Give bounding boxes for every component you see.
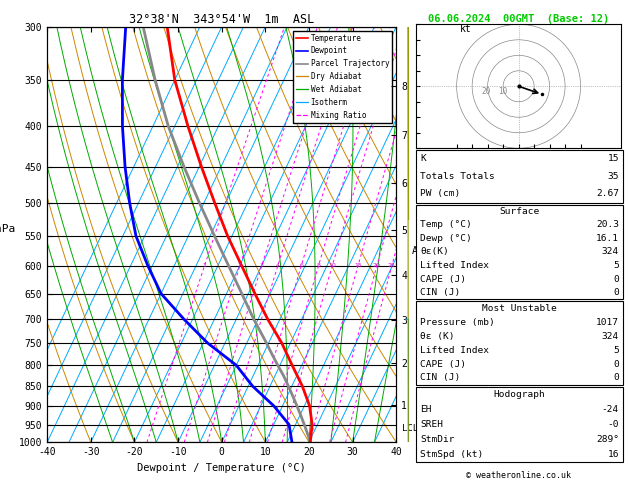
Legend: Temperature, Dewpoint, Parcel Trajectory, Dry Adiabat, Wet Adiabat, Isotherm, Mi: Temperature, Dewpoint, Parcel Trajectory… [293, 31, 392, 122]
Text: 3: 3 [260, 263, 264, 268]
Text: 324: 324 [602, 331, 619, 341]
Text: -0: -0 [608, 420, 619, 429]
Text: 20: 20 [373, 263, 381, 268]
Text: 8: 8 [316, 263, 320, 268]
Text: 0: 0 [613, 360, 619, 368]
Text: K: K [420, 155, 426, 163]
Y-axis label: km
ASL: km ASL [412, 235, 430, 256]
Text: 1: 1 [203, 263, 206, 268]
Text: Dewp (°C): Dewp (°C) [420, 234, 472, 243]
Text: 15: 15 [608, 155, 619, 163]
Text: 6: 6 [299, 263, 303, 268]
Text: Pressure (mb): Pressure (mb) [420, 318, 495, 327]
Text: 16.1: 16.1 [596, 234, 619, 243]
Text: Most Unstable: Most Unstable [482, 304, 557, 313]
Text: 0: 0 [613, 288, 619, 297]
Text: 1017: 1017 [596, 318, 619, 327]
Text: 35: 35 [608, 172, 619, 181]
Text: 289°: 289° [596, 435, 619, 444]
Text: Hodograph: Hodograph [494, 390, 545, 399]
Text: 25: 25 [388, 263, 396, 268]
Text: © weatheronline.co.uk: © weatheronline.co.uk [467, 471, 571, 480]
Text: 15: 15 [354, 263, 362, 268]
Text: 10: 10 [498, 87, 508, 96]
Text: Lifted Index: Lifted Index [420, 261, 489, 270]
Text: 324: 324 [602, 247, 619, 257]
Text: Temp (°C): Temp (°C) [420, 221, 472, 229]
Text: 5: 5 [613, 346, 619, 355]
Text: SREH: SREH [420, 420, 443, 429]
Text: CAPE (J): CAPE (J) [420, 360, 466, 368]
Text: PW (cm): PW (cm) [420, 190, 460, 198]
Text: 4: 4 [276, 263, 280, 268]
Text: -24: -24 [602, 405, 619, 414]
Y-axis label: hPa: hPa [0, 225, 15, 235]
Text: 20: 20 [481, 87, 491, 96]
Text: 2.67: 2.67 [596, 190, 619, 198]
Text: Surface: Surface [499, 207, 540, 216]
Text: Lifted Index: Lifted Index [420, 346, 489, 355]
Text: LCL: LCL [402, 424, 418, 433]
Text: 16: 16 [608, 450, 619, 459]
Text: 0: 0 [613, 373, 619, 382]
Text: kt: kt [460, 24, 472, 34]
Text: 10: 10 [328, 263, 336, 268]
Text: θε (K): θε (K) [420, 331, 455, 341]
Title: 32°38'N  343°54'W  1m  ASL: 32°38'N 343°54'W 1m ASL [129, 13, 314, 26]
Text: CIN (J): CIN (J) [420, 373, 460, 382]
Text: EH: EH [420, 405, 431, 414]
X-axis label: Dewpoint / Temperature (°C): Dewpoint / Temperature (°C) [137, 463, 306, 473]
Text: StmDir: StmDir [420, 435, 455, 444]
Text: θε(K): θε(K) [420, 247, 449, 257]
Text: CIN (J): CIN (J) [420, 288, 460, 297]
Text: StmSpd (kt): StmSpd (kt) [420, 450, 484, 459]
Text: 0: 0 [613, 275, 619, 283]
Text: CAPE (J): CAPE (J) [420, 275, 466, 283]
Text: Totals Totals: Totals Totals [420, 172, 495, 181]
Text: 2: 2 [238, 263, 242, 268]
Text: 06.06.2024  00GMT  (Base: 12): 06.06.2024 00GMT (Base: 12) [428, 14, 610, 24]
Text: 5: 5 [613, 261, 619, 270]
Text: 20.3: 20.3 [596, 221, 619, 229]
